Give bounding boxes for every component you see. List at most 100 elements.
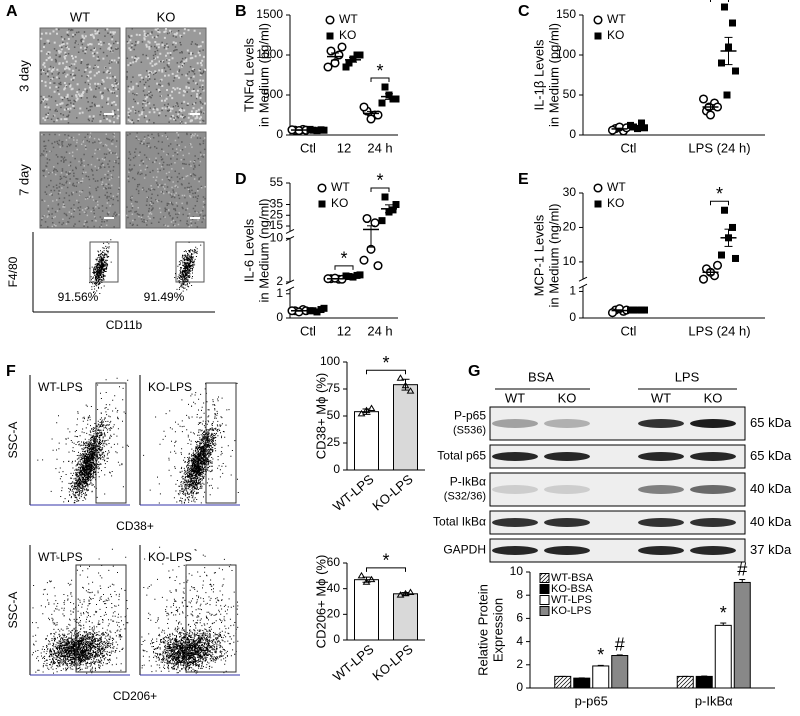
y-tick-label: 2 (276, 274, 283, 288)
panel-letter: F (6, 363, 16, 380)
x-tick-label: WT-LPS (330, 471, 377, 514)
data-point (381, 193, 389, 201)
legend-marker (326, 32, 334, 40)
x-tick-label: p-p65 (575, 693, 608, 708)
data-point (396, 374, 405, 381)
data-point (705, 110, 716, 120)
legend-label: WT (607, 180, 626, 194)
y-tick-label: 0 (333, 462, 340, 476)
data-point (401, 589, 410, 597)
bar (393, 384, 418, 471)
y-tick-label: 25 (270, 207, 284, 221)
legend-label: KO (339, 28, 356, 42)
axis-break (578, 276, 588, 282)
x-tick-label: 12 (337, 323, 351, 338)
y-tick-label: 10 (563, 254, 577, 268)
blot-band (690, 419, 736, 428)
y-tick-label: 6 (516, 611, 523, 625)
legend-label: WT-BSA (551, 572, 594, 584)
blot-band (544, 485, 590, 494)
row-label: (S536) (453, 424, 486, 436)
blot-band (690, 546, 736, 555)
y-tick-label: 25 (327, 435, 341, 449)
plot-label: WT-LPS (38, 550, 83, 564)
plot-label: KO-LPS (148, 550, 192, 564)
x-tick-label: KO-LPS (369, 641, 415, 683)
column-label: WT (70, 9, 90, 24)
row-label: GAPDH (443, 543, 486, 557)
legend-marker (318, 200, 326, 208)
data-point (367, 575, 376, 583)
blot-band (492, 419, 538, 428)
bar (695, 675, 713, 689)
y-tick-label: 20 (327, 607, 341, 621)
significance-mark: * (716, 0, 723, 1)
significance-mark: # (737, 559, 747, 579)
y-tick-label: 500 (263, 87, 283, 101)
legend-marker (594, 200, 602, 208)
x-tick-label: 24 h (367, 323, 392, 338)
blot-band (690, 485, 736, 494)
flow-x-label: CD38+ (116, 519, 154, 533)
blot-band (638, 452, 684, 461)
data-point (627, 121, 634, 129)
blot-band (544, 518, 590, 527)
flow-y-label: F4/80 (6, 256, 20, 287)
y-tick-label: 0 (516, 680, 523, 694)
axis-break (285, 228, 295, 234)
bar (676, 675, 694, 689)
panel-letter: D (235, 171, 247, 188)
size-label: 40 kDa (750, 514, 792, 529)
y-tick-label: 10 (270, 231, 284, 245)
data-point (367, 404, 376, 411)
legend-marker (594, 32, 602, 40)
legend-label: WT (331, 180, 350, 194)
flow-y-label: SSC-A (6, 422, 20, 459)
y-axis-label: CD206+ Mϕ (%) (313, 555, 328, 649)
legend-label: WT-LPS (551, 594, 592, 606)
panel-letter: E (518, 171, 529, 188)
data-point (362, 213, 372, 224)
data-point (320, 304, 328, 312)
lane-label: KO (558, 390, 577, 405)
blot-strip (489, 510, 746, 535)
micrograph (39, 131, 121, 229)
blot-strip (489, 538, 746, 563)
legend-label: KO (331, 196, 348, 210)
legend-label: KO-BSA (551, 583, 593, 595)
y-tick-label: 100 (556, 47, 576, 61)
data-point (357, 409, 366, 417)
blot-band (492, 518, 538, 527)
micrograph (125, 131, 207, 229)
axis-break (578, 283, 588, 289)
significance-mark: * (382, 353, 389, 373)
significance-bracket (370, 187, 390, 192)
y-tick-label: 0 (333, 632, 340, 646)
y-tick-label: 4 (516, 634, 523, 648)
y-tick-label: 8 (516, 587, 523, 601)
data-point (357, 571, 366, 579)
data-point (359, 102, 369, 112)
data-point (356, 51, 364, 59)
flow-dots (88, 239, 112, 301)
data-point (729, 223, 736, 231)
y-axis-label: in Medium (pg/ml) (256, 23, 271, 127)
data-point (392, 201, 400, 209)
x-tick-label: Ctl (300, 140, 316, 155)
flow-gate (75, 564, 127, 673)
data-point (721, 206, 728, 214)
y-axis-label: IL-1β Levels (531, 39, 546, 111)
legend-label: KO (607, 196, 624, 210)
legend-swatch (539, 595, 550, 605)
size-label: 40 kDa (750, 481, 792, 496)
y-axis-label: MCP-1 Levels (531, 214, 546, 296)
y-tick-label: 55 (270, 175, 284, 189)
data-point (698, 274, 709, 284)
blot-band (638, 419, 684, 428)
legend-marker (593, 15, 603, 25)
significance-mark: * (340, 249, 347, 269)
legend-marker (325, 15, 335, 25)
significance-mark: * (720, 603, 727, 623)
flow-gate (185, 564, 237, 673)
x-tick-label: LPS (24 h) (688, 140, 750, 155)
